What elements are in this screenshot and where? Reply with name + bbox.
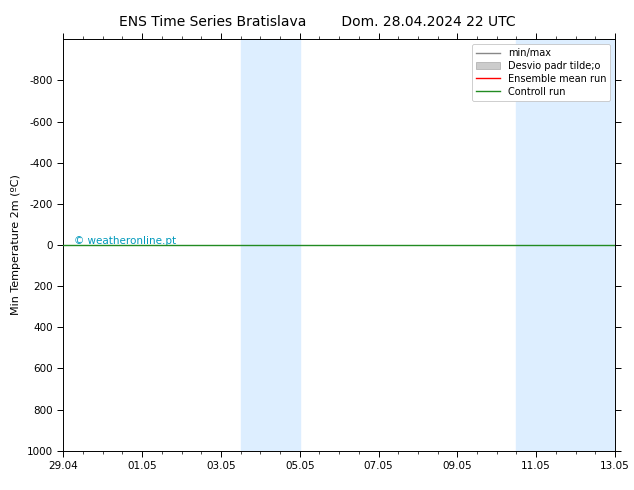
Legend: min/max, Desvio padr tilde;o, Ensemble mean run, Controll run: min/max, Desvio padr tilde;o, Ensemble m…	[472, 44, 610, 100]
Text: © weatheronline.pt: © weatheronline.pt	[74, 236, 176, 246]
Bar	[517, 39, 615, 451]
Y-axis label: Min Temperature 2m (ºC): Min Temperature 2m (ºC)	[11, 174, 22, 316]
Bar	[241, 39, 300, 451]
Text: ENS Time Series Bratislava        Dom. 28.04.2024 22 UTC: ENS Time Series Bratislava Dom. 28.04.20…	[119, 15, 515, 29]
